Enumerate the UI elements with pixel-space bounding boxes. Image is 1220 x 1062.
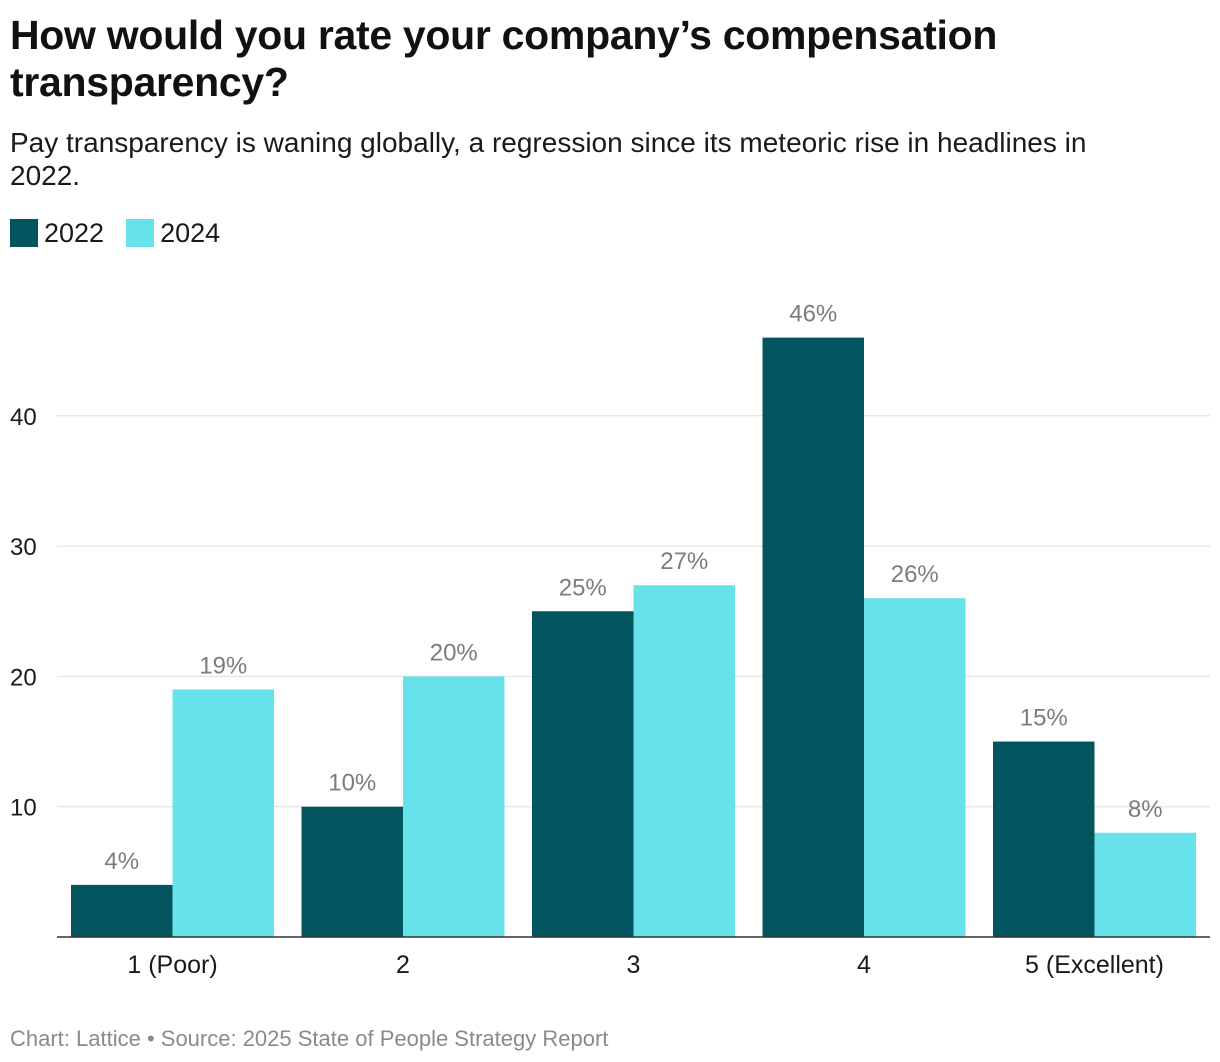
data-label-2024-4: 26% bbox=[891, 561, 939, 588]
bar-2024-5 bbox=[1094, 832, 1196, 937]
x-tick-label-4: 4 bbox=[857, 951, 871, 979]
legend-item-2022: 2022 bbox=[10, 218, 104, 248]
y-tick-label-30: 30 bbox=[10, 534, 37, 561]
bar-2022-1 bbox=[71, 884, 173, 937]
bar-2022-2 bbox=[301, 806, 403, 937]
y-tick-label-20: 20 bbox=[10, 664, 37, 691]
x-tick-label-2: 2 bbox=[396, 951, 410, 979]
x-tick-label-5: 5 (Excellent) bbox=[1025, 951, 1164, 979]
legend-label-2024: 2024 bbox=[160, 218, 221, 248]
data-label-2024-2: 20% bbox=[430, 639, 478, 666]
bar-2024-3 bbox=[633, 585, 735, 937]
data-label-2022-1: 4% bbox=[104, 848, 139, 875]
data-label-2024-3: 27% bbox=[660, 548, 708, 575]
bar-2022-3 bbox=[532, 611, 634, 937]
legend-label-2022: 2022 bbox=[44, 218, 105, 248]
chart-subtitle: Pay transparency is waning globally, a r… bbox=[10, 127, 1087, 191]
bar-2022-4 bbox=[762, 337, 864, 937]
x-tick-label-1: 1 (Poor) bbox=[127, 951, 217, 979]
data-label-2024-5: 8% bbox=[1128, 796, 1163, 823]
chart-title: How would you rate your company’s compen… bbox=[10, 12, 998, 105]
data-label-2022-3: 25% bbox=[559, 574, 607, 601]
legend: 2022 2024 bbox=[10, 218, 242, 248]
y-tick-label-40: 40 bbox=[10, 404, 37, 431]
bar-chart: 10 20 30 40 4% 19% 1 (Poor) 10% 20% 2 25% 27% 3 46% 26… bbox=[10, 301, 1210, 979]
legend-swatch-2024 bbox=[126, 219, 155, 247]
data-label-2024-1: 19% bbox=[199, 652, 247, 679]
legend-item-2024: 2024 bbox=[126, 218, 220, 248]
y-tick-label-10: 10 bbox=[10, 795, 37, 822]
bar-2024-4 bbox=[864, 598, 966, 937]
data-label-2022-4: 46% bbox=[789, 301, 837, 328]
bar-2024-1 bbox=[172, 689, 274, 937]
data-label-2022-5: 15% bbox=[1020, 705, 1068, 732]
data-label-2022-2: 10% bbox=[328, 770, 376, 797]
chart-footer: Chart: Lattice • Source: 2025 State of P… bbox=[10, 1026, 609, 1051]
x-tick-label-3: 3 bbox=[627, 951, 641, 979]
bar-2024-2 bbox=[403, 676, 505, 937]
legend-swatch-2022 bbox=[10, 219, 38, 247]
bar-2022-5 bbox=[993, 741, 1095, 937]
